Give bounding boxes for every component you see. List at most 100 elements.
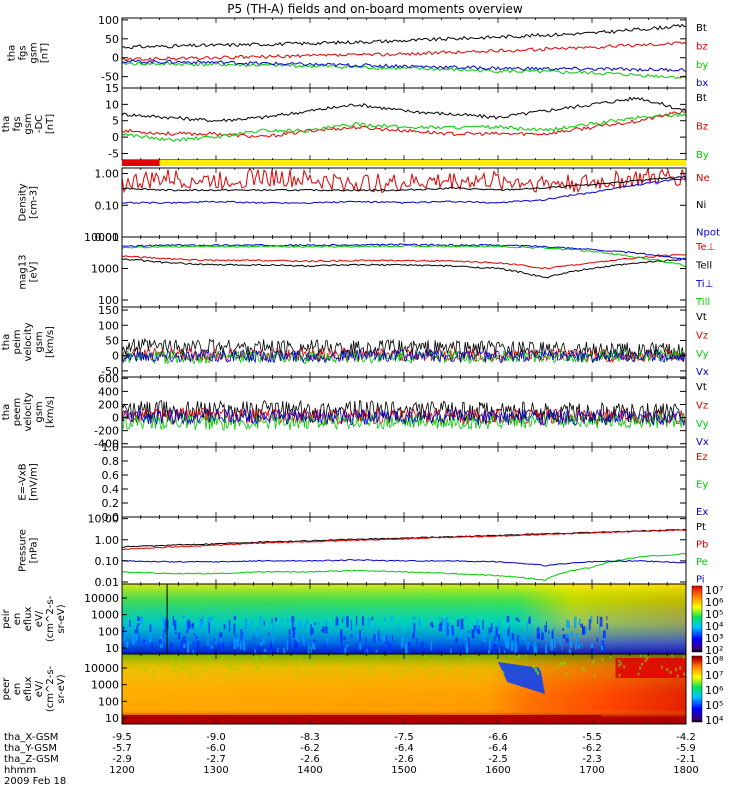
spectrogram-speck bbox=[550, 639, 554, 651]
spectrogram-speck bbox=[483, 639, 485, 643]
spectrogram-speck bbox=[227, 673, 230, 677]
spectrogram-speck bbox=[233, 623, 236, 635]
spectrogram-speck bbox=[593, 674, 596, 677]
spectrogram-speck bbox=[430, 673, 433, 677]
spectrogram-speck bbox=[478, 649, 481, 653]
spectrogram-speck bbox=[272, 637, 274, 646]
spectrogram-speck bbox=[446, 627, 449, 636]
y-tick-label: 100 bbox=[98, 14, 119, 27]
spectrogram-speck bbox=[424, 655, 427, 659]
spectrogram-speck bbox=[243, 629, 246, 635]
spectrogram-speck bbox=[297, 664, 299, 668]
spectrogram-speck bbox=[591, 647, 595, 658]
spectrogram-speck bbox=[606, 623, 609, 630]
spectrogram-speck bbox=[311, 662, 314, 666]
spectrogram-speck bbox=[142, 639, 146, 645]
spectrogram-speck bbox=[253, 649, 256, 653]
mode-bar-fast bbox=[122, 160, 686, 166]
spectrogram-speck bbox=[205, 661, 208, 665]
spectrogram-speck bbox=[201, 615, 205, 619]
spectrogram-low-band bbox=[122, 715, 602, 724]
spectrogram-speck bbox=[445, 622, 449, 629]
legend-Ti⊥: Ti⊥ bbox=[695, 279, 713, 290]
spectrogram-speck bbox=[196, 641, 198, 647]
spectrogram-speck bbox=[269, 642, 273, 654]
spectrogram-speck bbox=[424, 666, 427, 670]
spectrogram-speck bbox=[445, 616, 448, 623]
legend-Vy: Vy bbox=[696, 419, 709, 430]
legend-bz: bz bbox=[696, 41, 708, 52]
spectrogram-speck bbox=[182, 636, 186, 643]
spectrogram-speck bbox=[181, 658, 184, 662]
spectrogram-speck bbox=[153, 650, 155, 655]
spectrogram-speck bbox=[606, 616, 608, 621]
spectrogram-speck bbox=[539, 643, 541, 646]
spectrogram-speck bbox=[235, 626, 237, 630]
legend-By: By bbox=[696, 150, 709, 161]
spectrogram-speck bbox=[456, 619, 460, 627]
spectrogram-speck bbox=[350, 620, 352, 631]
spectrogram-speck bbox=[250, 622, 253, 625]
spectrogram-speck bbox=[506, 637, 510, 649]
spectrogram-speck bbox=[545, 630, 547, 641]
spectrogram-speck bbox=[498, 634, 500, 642]
spectrogram-speck bbox=[566, 619, 569, 629]
spectrogram-speck bbox=[192, 622, 194, 627]
spectrogram-speck bbox=[151, 657, 154, 661]
spectrogram-speck bbox=[358, 631, 360, 640]
spectrogram-speck bbox=[182, 643, 186, 648]
spectrogram-speck bbox=[535, 669, 538, 673]
legend-Pt: Pt bbox=[696, 522, 706, 533]
series-line-Npot bbox=[121, 178, 686, 205]
spectrogram-speck bbox=[207, 646, 209, 655]
spectrogram-speck bbox=[639, 654, 642, 658]
spectrogram-speck bbox=[267, 632, 270, 636]
y-tick-label: 0.6 bbox=[102, 469, 120, 482]
spectrogram-speck bbox=[387, 631, 389, 641]
spectrogram-speck bbox=[306, 618, 309, 624]
y-tick-label: 10.00 bbox=[88, 513, 120, 526]
spectrogram-speck bbox=[375, 635, 377, 642]
spectrogram-speck bbox=[292, 654, 295, 658]
spectrogram-speck bbox=[502, 670, 505, 674]
panel-p8: 10.00 1.00 0.10 0.01 Pt Pb Pe Pi Pressure[nPa] bbox=[18, 513, 709, 589]
y-tick-label: 0.8 bbox=[102, 455, 120, 468]
panel-p1: 100 50 0 -50 Bt bz by bx thafgsgsm[nT] bbox=[7, 14, 709, 89]
spectrogram-speck bbox=[350, 634, 353, 638]
spectrogram-speck bbox=[286, 619, 290, 623]
spectrogram-speck bbox=[498, 647, 500, 658]
y-tick-label: 10000 bbox=[84, 231, 119, 244]
spectrogram-speck bbox=[340, 641, 343, 653]
spectrogram-speck bbox=[123, 632, 126, 641]
spectrogram-speck bbox=[229, 624, 233, 628]
y-tick-label: 0.10 bbox=[95, 199, 120, 212]
spectrogram-speck bbox=[473, 658, 476, 662]
spectrogram-speck bbox=[368, 644, 370, 656]
spectrogram-speck bbox=[514, 641, 518, 653]
footer-value: -6.0 bbox=[206, 743, 226, 754]
y-axis-label: thafgsgsm[nT] bbox=[7, 42, 51, 63]
legend-Ex: Ex bbox=[696, 507, 708, 518]
spectrogram-speck bbox=[564, 661, 567, 665]
spectrogram-speck bbox=[356, 636, 358, 640]
spectrogram-speck bbox=[602, 630, 606, 639]
spectrogram-speck bbox=[548, 630, 550, 634]
spectrogram-speck bbox=[343, 636, 347, 640]
spectrogram-speck bbox=[539, 667, 541, 671]
legend-Vx: Vx bbox=[696, 437, 709, 448]
spectrogram-speck bbox=[374, 623, 377, 635]
colorbar bbox=[691, 655, 703, 723]
y-tick-label: 0 bbox=[112, 131, 119, 144]
spectrogram-speck bbox=[314, 622, 317, 625]
spectrogram-speck bbox=[508, 654, 511, 658]
y-tick-label: 50 bbox=[105, 33, 119, 46]
series-line-By bbox=[121, 113, 687, 143]
spectrogram-speck bbox=[244, 619, 248, 628]
spectrogram-speck bbox=[277, 625, 280, 628]
spectrogram-speck bbox=[534, 646, 538, 657]
footer-value: 1600 bbox=[485, 765, 510, 776]
spectrogram-speck bbox=[311, 641, 315, 649]
spectrogram-speck bbox=[539, 628, 543, 632]
